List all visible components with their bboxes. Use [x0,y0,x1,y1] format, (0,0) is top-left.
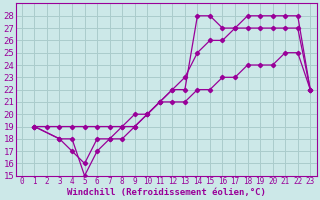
X-axis label: Windchill (Refroidissement éolien,°C): Windchill (Refroidissement éolien,°C) [67,188,266,197]
